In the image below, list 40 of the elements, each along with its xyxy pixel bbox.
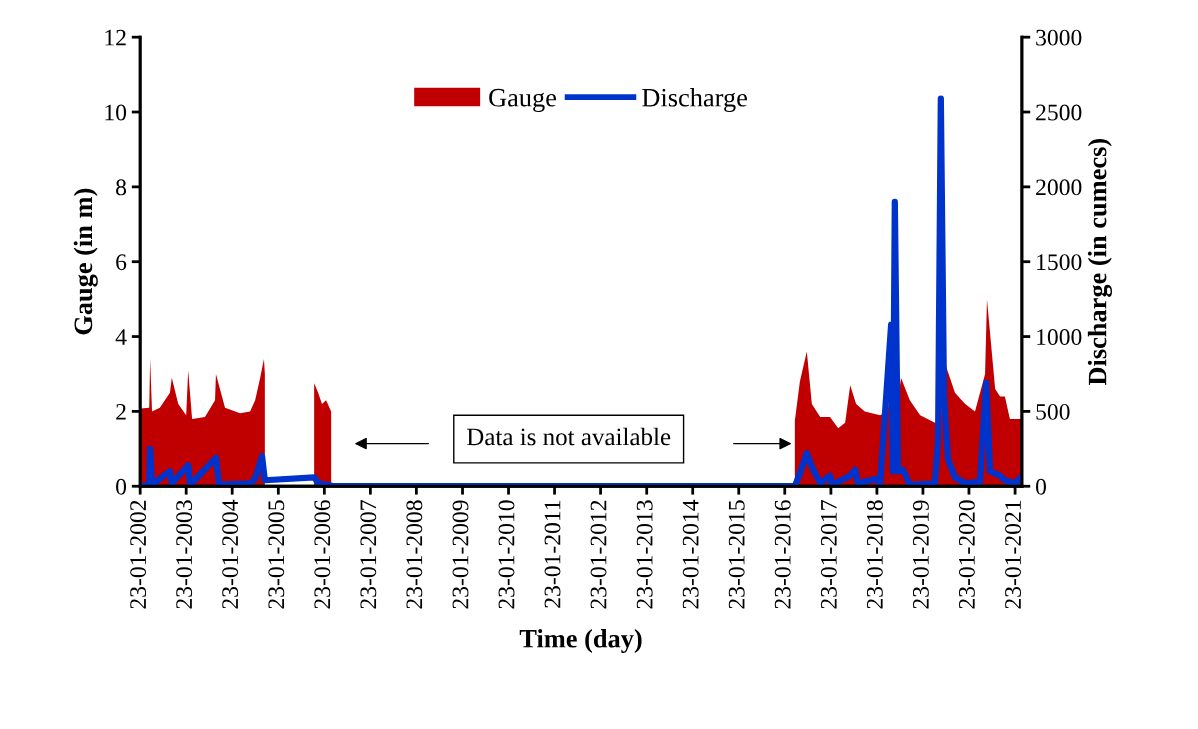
x-tick-label: 23-01-2019 (912, 500, 929, 609)
y-tick-label: 4 (115, 329, 127, 345)
y2-tick-label: 0 (1035, 478, 1046, 495)
x-tick-label: 23-01-2004 (222, 499, 239, 609)
y2-tick-label: 2000 (1036, 179, 1082, 196)
annotation: Data is not available (467, 427, 671, 446)
x-tick-label: 23-01-2002 (130, 500, 147, 609)
y-tick-label: 10 (105, 104, 127, 121)
y2-tick-label: 2500 (1036, 104, 1082, 121)
x-tick-label: 23-01-2011 (544, 500, 561, 608)
legend-label: Discharge (642, 88, 747, 113)
y2-axis-title: Discharge (in cumecs) (1087, 139, 1112, 386)
x-tick-label: 23-01-2003 (176, 500, 193, 609)
x-tick-label: 23-01-2018 (866, 500, 883, 609)
x-tick-label: 23-01-2020 (958, 500, 975, 609)
y-tick-label: 12 (105, 29, 126, 46)
x-tick-label: 23-01-2014 (682, 499, 699, 609)
y-tick-label: 6 (116, 254, 127, 271)
x-tick-label: 23-01-2012 (590, 500, 607, 609)
x-tick-label: 23-01-2010 (498, 500, 515, 609)
x-tick-label: 23-01-2013 (636, 500, 653, 609)
x-tick-label: 23-01-2017 (820, 500, 837, 609)
x-tick-label: 23-01-2006 (314, 500, 331, 609)
x-axis-title: Time (day) (519, 629, 642, 654)
x-tick-label: 23-01-2016 (774, 500, 791, 609)
x-tick-label: 23-01-2009 (452, 500, 469, 609)
y-tick-label: 2 (116, 403, 126, 420)
y2-tick-label: 1500 (1037, 254, 1082, 271)
y-axis-title: Gauge (in m) (73, 188, 98, 335)
y-tick-label: 0 (116, 478, 127, 495)
x-tick-label: 23-01-2005 (268, 500, 285, 609)
x-tick-label: 23-01-2007 (360, 500, 377, 609)
y2-tick-label: 3000 (1036, 29, 1082, 46)
x-tick-label: 23-01-2008 (406, 500, 423, 609)
x-tick-label: 23-01-2021 (1005, 500, 1021, 609)
y2-tick-label: 500 (1036, 403, 1070, 420)
x-tick-label: 23-01-2015 (728, 500, 745, 609)
y-tick-label: 8 (116, 179, 127, 196)
legend-label: Gauge (489, 88, 557, 113)
y2-tick-label: 1000 (1037, 329, 1082, 345)
